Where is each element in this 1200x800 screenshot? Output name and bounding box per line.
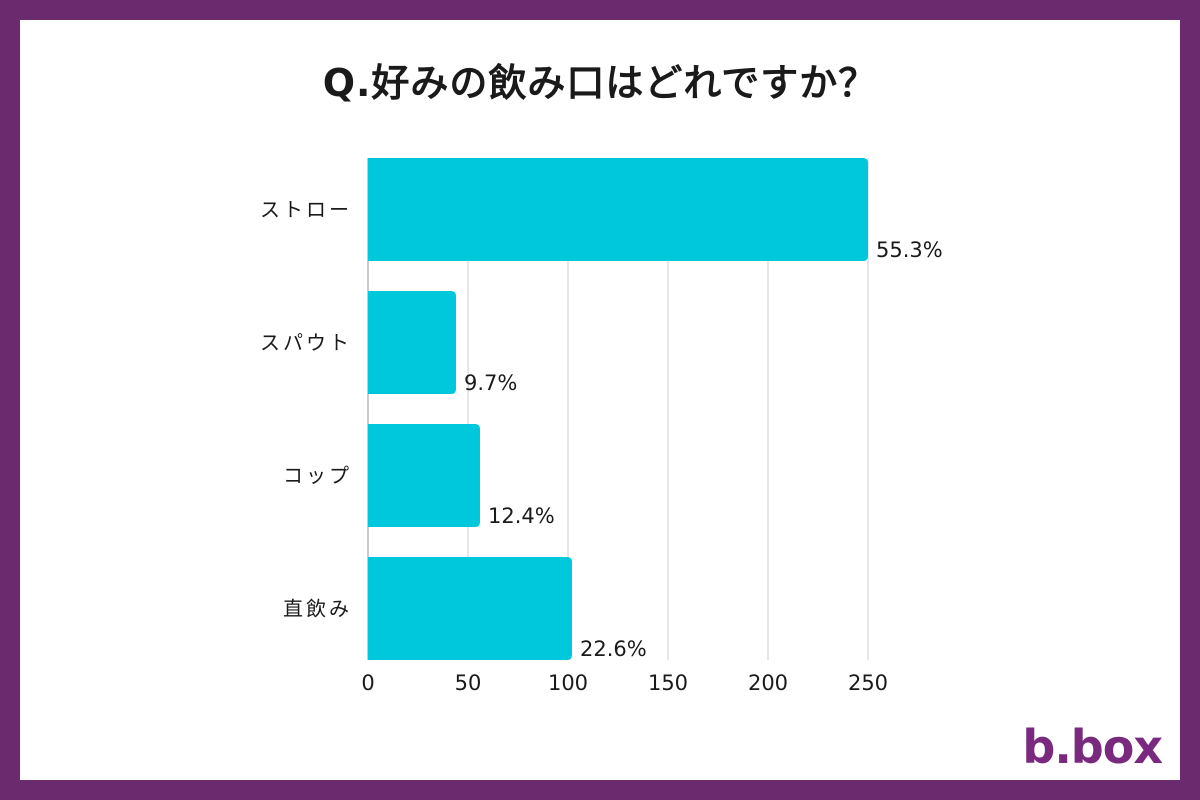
data-label: 55.3% [876,238,943,262]
category-label: コップ [283,464,352,488]
x-tick-label: 50 [455,671,482,695]
category-label: スパウト [260,331,352,355]
bar [368,291,456,394]
x-tick-label: 150 [648,671,688,695]
bar [368,424,480,527]
x-tick-label: 250 [848,671,888,695]
category-label: ストロー [260,198,352,222]
data-label: 22.6% [580,637,647,661]
chart-frame [20,20,1180,780]
chart-title: Q.好みの飲み口はどれですか？ [322,61,878,105]
category-label: 直飲み [283,597,352,621]
bar [368,557,572,660]
bar [368,158,868,261]
x-tick-label: 100 [548,671,588,695]
data-label: 12.4% [488,504,555,528]
data-label: 9.7% [464,371,517,395]
x-tick-label: 0 [361,671,374,695]
x-tick-label: 200 [748,671,788,695]
bbox-logo: b.box [1022,720,1163,774]
